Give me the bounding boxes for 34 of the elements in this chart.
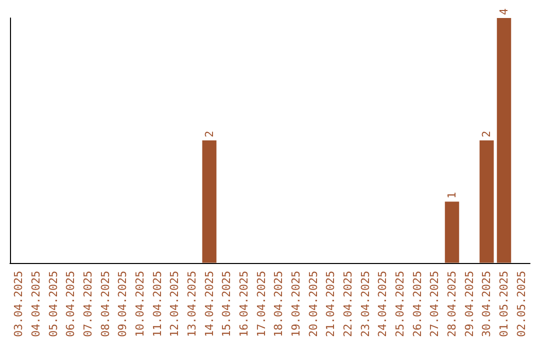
x-tick-label: 07.04.2025 (82, 270, 94, 338)
data-label: 1 (446, 192, 458, 199)
x-tick-label: 27.04.2025 (428, 270, 442, 338)
x-tick-label: 21.04.2025 (324, 270, 338, 338)
x-tick-label: 06.04.2025 (64, 270, 78, 338)
x-tick-label: 05.04.2025 (46, 270, 60, 338)
x-tick-label: 08.04.2025 (98, 270, 112, 338)
data-label: 4 (498, 8, 510, 15)
x-tick-label: 01.05.2025 (498, 270, 510, 338)
x-tick-label: 28.04.2025 (446, 270, 458, 338)
x-tick-label: 15.04.2025 (220, 270, 234, 338)
x-tick-label: 25.04.2025 (394, 270, 406, 338)
x-tick-label: 18.04.2025 (272, 270, 286, 338)
x-tick-label: 11.04.2025 (150, 270, 164, 338)
x-tick-label: 10.04.2025 (134, 270, 146, 338)
x-tick-label: 23.04.2025 (358, 270, 372, 338)
x-tick-label: 19.04.2025 (290, 270, 302, 338)
x-tick-label: 30.04.2025 (480, 270, 494, 338)
x-tick-label: 29.04.2025 (462, 270, 476, 338)
x-tick-label: 03.04.2025 (12, 270, 26, 338)
data-label: 2 (480, 130, 494, 138)
x-tick-label: 12.04.2025 (168, 270, 182, 338)
x-tick-label: 16.04.2025 (238, 270, 250, 338)
x-tick-label: 26.04.2025 (410, 270, 424, 338)
x-tick-label: 09.04.2025 (116, 270, 130, 338)
data-label: 2 (202, 130, 216, 138)
x-tick-label: 13.04.2025 (186, 270, 198, 338)
x-tick-label: 17.04.2025 (254, 270, 268, 338)
x-tick-label: 04.04.2025 (30, 270, 42, 338)
x-tick-label: 14.04.2025 (202, 270, 216, 338)
x-tick-label: 02.05.2025 (514, 270, 528, 338)
x-tick-label: 20.04.2025 (306, 270, 320, 338)
x-tick-label: 24.04.2025 (376, 270, 390, 338)
x-tick-label: 22.04.2025 (342, 270, 354, 338)
